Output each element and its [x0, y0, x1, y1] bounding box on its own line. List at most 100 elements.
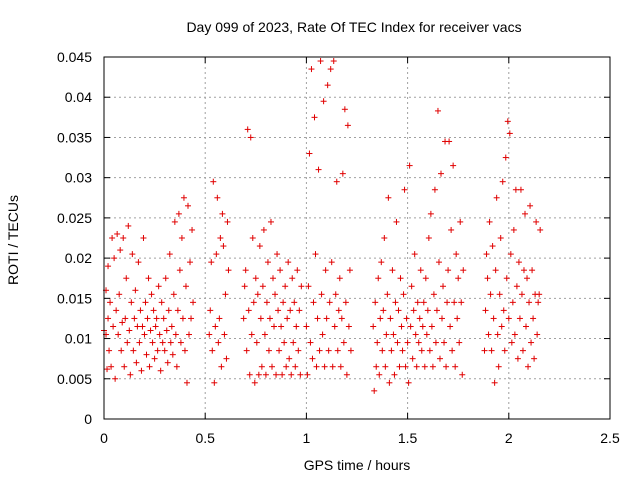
- data-point: [258, 363, 265, 370]
- data-point: [143, 351, 150, 358]
- x-tick-label: 2.5: [600, 430, 620, 446]
- data-point: [458, 299, 465, 306]
- data-point: [518, 291, 525, 298]
- data-point: [132, 287, 139, 294]
- data-point: [375, 275, 382, 282]
- data-point: [485, 331, 492, 338]
- data-point: [106, 347, 113, 354]
- data-point: [153, 315, 160, 322]
- data-point: [405, 379, 412, 386]
- data-point: [481, 347, 488, 354]
- data-point: [334, 347, 341, 354]
- data-point: [338, 315, 345, 322]
- data-point: [521, 210, 528, 217]
- data-point: [414, 299, 421, 306]
- data-point: [372, 299, 379, 306]
- data-point: [180, 194, 187, 201]
- data-point: [428, 323, 435, 330]
- data-point: [495, 363, 502, 370]
- data-point: [507, 251, 514, 258]
- data-point: [282, 283, 289, 290]
- data-point: [398, 323, 405, 330]
- data-point: [166, 251, 173, 258]
- data-point: [455, 275, 462, 282]
- data-point: [253, 339, 260, 346]
- data-point: [489, 243, 496, 250]
- data-point: [260, 226, 267, 233]
- data-point: [268, 363, 275, 370]
- data-point: [152, 323, 159, 330]
- data-point: [129, 251, 136, 258]
- data-point: [342, 299, 349, 306]
- data-point: [306, 150, 313, 157]
- data-point: [457, 218, 464, 225]
- data-point: [329, 363, 336, 370]
- data-point: [412, 331, 419, 338]
- data-point: [263, 299, 270, 306]
- x-tick-label: 2: [505, 430, 513, 446]
- data-point: [520, 267, 527, 274]
- data-point: [273, 371, 280, 378]
- data-point: [487, 291, 494, 298]
- data-point: [151, 355, 158, 362]
- data-point: [164, 359, 171, 366]
- data-point: [441, 339, 448, 346]
- data-point: [415, 339, 422, 346]
- data-point: [171, 218, 178, 225]
- data-point: [177, 339, 184, 346]
- data-point: [326, 299, 333, 306]
- y-tick-label: 0.01: [65, 331, 92, 347]
- data-point: [308, 66, 315, 73]
- data-point: [387, 315, 394, 322]
- data-point: [267, 218, 274, 225]
- data-point: [497, 235, 504, 241]
- data-point: [313, 363, 320, 370]
- data-point: [483, 251, 490, 258]
- data-point: [287, 307, 294, 314]
- data-point: [149, 339, 156, 346]
- data-point: [322, 267, 329, 274]
- data-point: [401, 186, 408, 193]
- data-point: [444, 299, 451, 306]
- data-point: [333, 178, 340, 185]
- data-point: [325, 347, 332, 354]
- data-point: [327, 66, 334, 73]
- data-point: [425, 235, 432, 241]
- x-tick-label: 0: [100, 430, 108, 446]
- data-point: [526, 299, 533, 306]
- data-point: [262, 371, 269, 378]
- data-point: [536, 291, 543, 298]
- y-tick-label: 0.035: [57, 129, 92, 145]
- data-point: [138, 367, 145, 374]
- data-point: [403, 315, 410, 322]
- data-point: [448, 226, 455, 233]
- data-point: [404, 339, 411, 346]
- data-point: [251, 379, 258, 386]
- data-point: [112, 375, 119, 382]
- data-point: [344, 122, 351, 129]
- data-point: [315, 166, 322, 173]
- data-point: [250, 299, 257, 306]
- data-point: [272, 291, 279, 298]
- data-point: [186, 331, 193, 338]
- data-point: [343, 371, 350, 378]
- data-point: [309, 355, 316, 362]
- data-point: [534, 331, 541, 338]
- data-point: [286, 355, 293, 362]
- data-point: [176, 267, 183, 274]
- data-point: [499, 178, 506, 185]
- data-point: [212, 323, 219, 330]
- data-point: [160, 315, 167, 322]
- data-point: [380, 307, 387, 314]
- data-point: [290, 339, 297, 346]
- data-point: [407, 323, 414, 330]
- data-point: [175, 210, 182, 217]
- data-point: [259, 283, 266, 290]
- data-point: [511, 331, 518, 338]
- data-point: [450, 162, 457, 169]
- data-point: [168, 323, 175, 330]
- data-point: [216, 315, 223, 322]
- data-point: [219, 210, 226, 217]
- data-point: [339, 170, 346, 177]
- data-point: [447, 323, 454, 330]
